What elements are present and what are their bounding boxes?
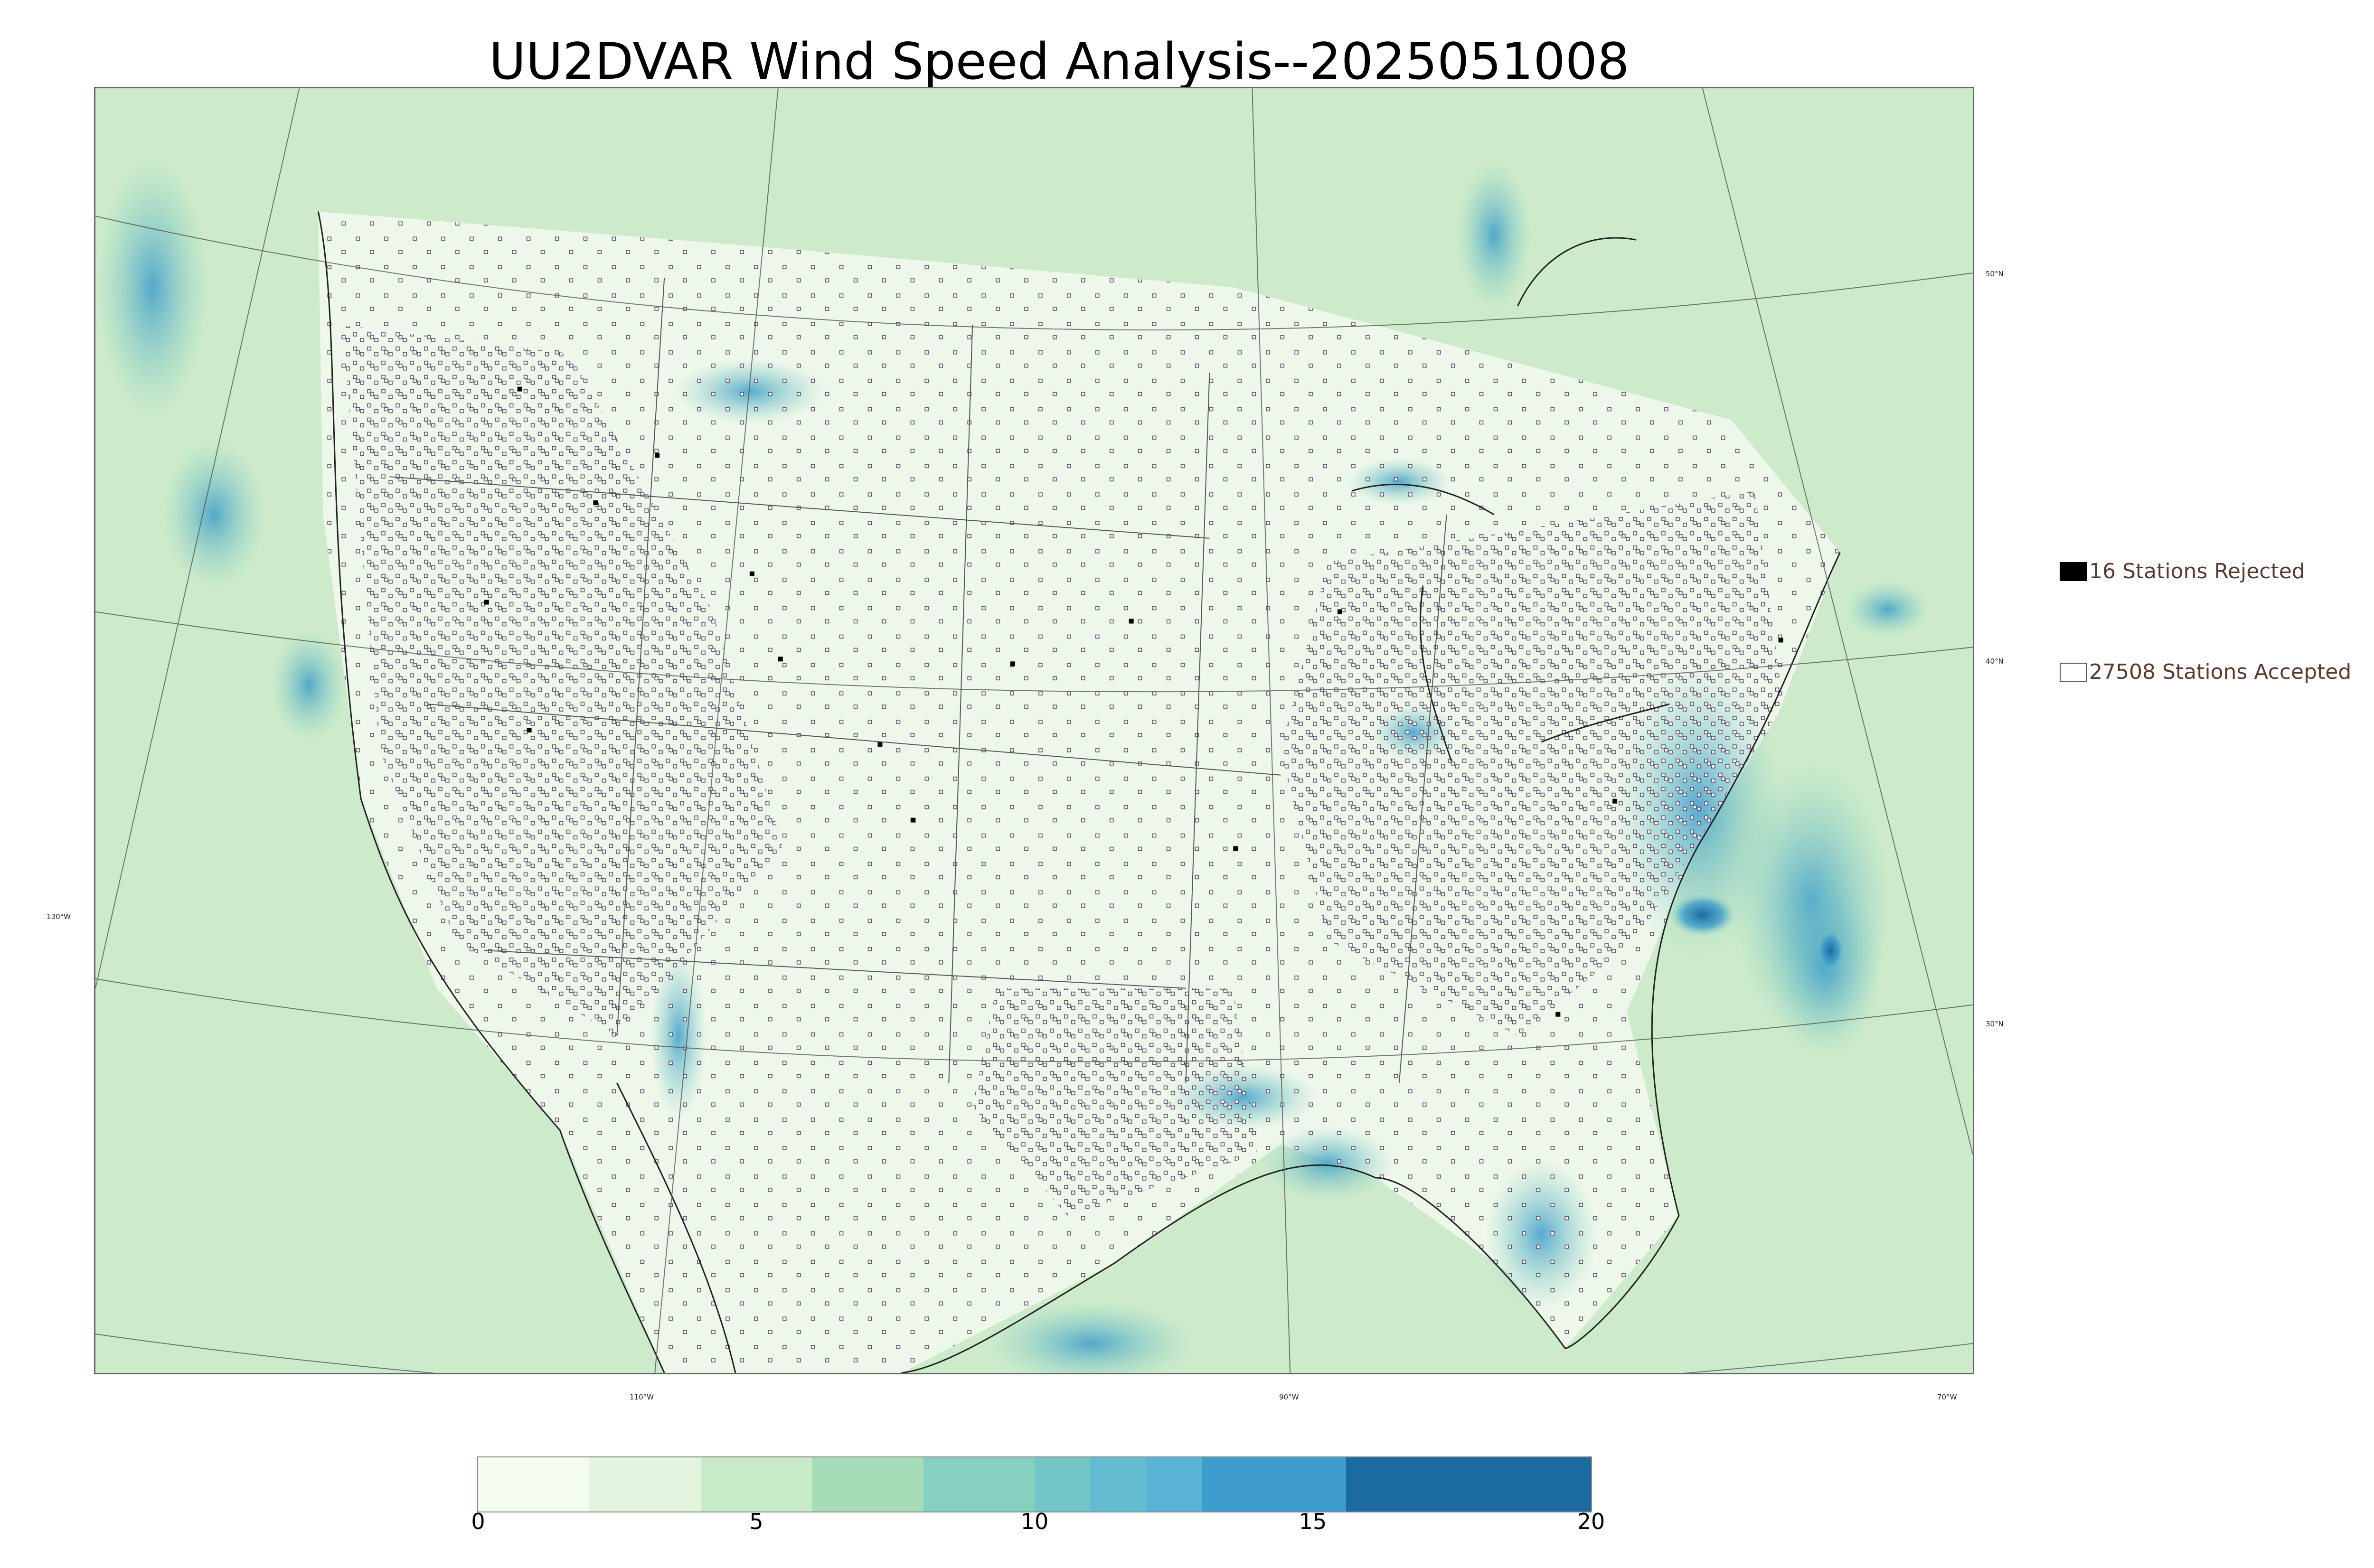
colorbar-tick-label: 20 [1577, 1509, 1605, 1534]
colorbar-band [700, 1457, 812, 1512]
graticule [95, 88, 1973, 1373]
colorbar-band [478, 1457, 590, 1512]
colorbar-band [1090, 1457, 1146, 1512]
colorbar-band [923, 1457, 1035, 1512]
legend-accepted: 27508 Stations Accepted [2060, 660, 2351, 684]
colorbar-band [1146, 1457, 1202, 1512]
lon-label-130w: 130°W [47, 912, 71, 921]
accepted-stations-west [342, 325, 783, 1036]
map-canvas [95, 88, 1973, 1373]
legend-rejected: 16 Stations Rejected [2060, 559, 2305, 583]
colorbar-band [1035, 1457, 1091, 1512]
storm-center [1669, 893, 1736, 937]
colorbar-tick-label: 15 [1299, 1509, 1327, 1534]
wind-speed-map [94, 87, 1974, 1374]
coastlines [317, 211, 1841, 1373]
lon-label-70w: 70°W [1937, 1393, 1957, 1401]
colorbar-band [812, 1457, 923, 1512]
lon-label-90w: 90°W [1279, 1393, 1299, 1401]
rejected-marker-icon [2060, 562, 2087, 581]
colorbar [477, 1456, 1592, 1512]
colorbar-band [1201, 1457, 1347, 1512]
colorbar-band [589, 1457, 701, 1512]
rejected-stations [484, 386, 1783, 1017]
colorbar-tick-label: 5 [749, 1509, 763, 1534]
state-borders [389, 278, 1447, 1083]
legend-rejected-label: 16 Stations Rejected [2089, 559, 2305, 583]
lat-label-30n: 30°N [1986, 1020, 2004, 1028]
lat-label-40n: 40°N [1986, 657, 2004, 666]
lon-label-110w: 110°W [630, 1393, 654, 1401]
legend-accepted-label: 27508 Stations Accepted [2089, 660, 2352, 684]
colorbar-tick-label: 10 [1020, 1509, 1049, 1534]
colorbar-tick-label: 0 [471, 1509, 485, 1534]
accepted-marker-icon [2060, 662, 2087, 682]
lat-label-50n: 50°N [1986, 270, 2004, 278]
accepted-stations-sparse [318, 211, 1840, 1373]
wind-maximum [95, 154, 209, 420]
accepted-stations-south [972, 988, 1257, 1216]
colorbar-band [1346, 1457, 1591, 1512]
accepted-stations-east [1281, 491, 1783, 1036]
map-title: UU2DVAR Wind Speed Analysis--2025051008 [489, 32, 1630, 91]
